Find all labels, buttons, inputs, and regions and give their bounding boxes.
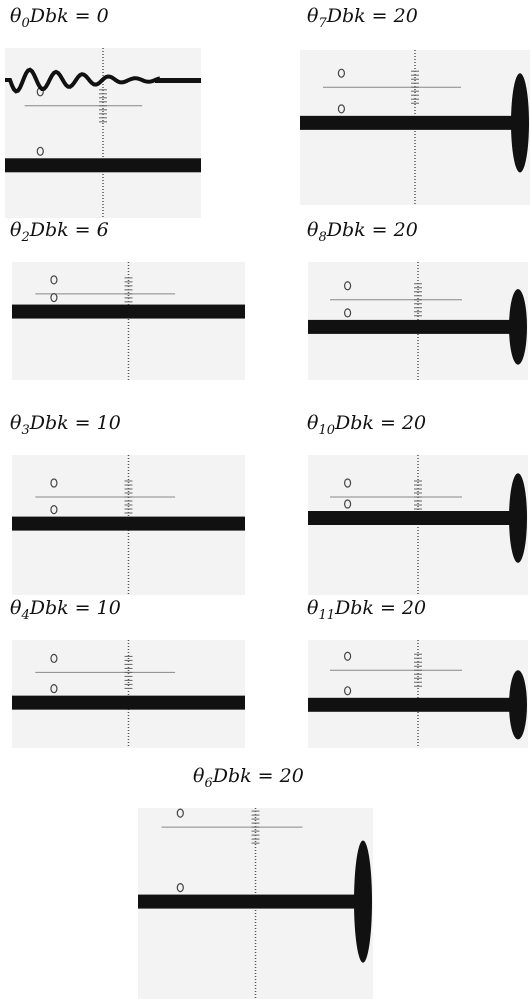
label-subscript: 3 <box>21 423 29 438</box>
label-expr: Dbk = 20 <box>212 765 304 787</box>
label-subscript: 6 <box>204 776 212 791</box>
panel-label: θ3Dbk = 10 <box>10 412 121 438</box>
panel-label: θ2Dbk = 6 <box>10 219 109 245</box>
oscillogram <box>12 640 245 748</box>
oscillogram <box>308 262 528 380</box>
label-subscript: 8 <box>318 230 326 245</box>
label-expr: Dbk = 6 <box>29 219 109 241</box>
label-symbol: θ <box>10 597 22 619</box>
label-subscript: 11 <box>318 608 335 623</box>
trace-band <box>12 517 245 531</box>
panel-label: θ8Dbk = 20 <box>307 219 418 245</box>
label-subscript: 0 <box>21 16 29 31</box>
label-symbol: θ <box>307 412 319 434</box>
label-subscript: 10 <box>318 423 335 438</box>
panel-label: θ7Dbk = 20 <box>307 5 418 31</box>
label-symbol: θ <box>10 219 22 241</box>
trace-burst <box>509 473 527 563</box>
oscillogram <box>308 455 528 595</box>
label-expr: Dbk = 20 <box>334 412 426 434</box>
oscillogram <box>5 48 201 218</box>
panel-label: θ6Dbk = 20 <box>193 765 304 791</box>
trace-burst <box>511 73 529 172</box>
trace-burst <box>509 289 527 365</box>
trace-band <box>12 305 245 319</box>
panel-label: θ0Dbk = 0 <box>10 5 109 31</box>
label-expr: Dbk = 20 <box>326 219 418 241</box>
panel-label: θ10Dbk = 20 <box>307 412 426 438</box>
label-expr: Dbk = 10 <box>29 412 121 434</box>
label-expr: Dbk = 20 <box>334 597 426 619</box>
trace-band <box>300 116 516 130</box>
oscillogram <box>138 808 373 999</box>
trace-band <box>308 511 514 525</box>
panel-label: θ11Dbk = 20 <box>307 597 426 623</box>
oscillogram <box>308 640 528 748</box>
trace-band <box>138 895 359 909</box>
label-expr: Dbk = 10 <box>29 597 121 619</box>
trace-band <box>308 320 514 334</box>
oscillogram <box>12 455 245 595</box>
label-expr: Dbk = 20 <box>326 5 418 27</box>
label-subscript: 4 <box>20 608 29 623</box>
trace-line <box>155 78 201 83</box>
trace-burst <box>354 840 372 962</box>
figure: θ0Dbk = 0θ7Dbk = 20θ2Dbk = 6θ8Dbk = 20θ3… <box>0 0 530 999</box>
label-symbol: θ <box>193 765 205 787</box>
trace-band <box>12 696 245 710</box>
label-symbol: θ <box>307 597 319 619</box>
label-symbol: θ <box>10 5 22 27</box>
trace-band <box>5 158 201 172</box>
label-symbol: θ <box>307 5 319 27</box>
label-symbol: θ <box>307 219 319 241</box>
oscillogram <box>300 50 530 205</box>
label-expr: Dbk = 0 <box>29 5 109 27</box>
screen <box>12 262 245 380</box>
label-symbol: θ <box>10 412 22 434</box>
oscillogram <box>12 262 245 380</box>
trace-band <box>308 698 514 712</box>
panel-label: θ4Dbk = 10 <box>10 597 121 623</box>
trace-burst <box>509 670 527 739</box>
label-subscript: 2 <box>20 230 29 245</box>
